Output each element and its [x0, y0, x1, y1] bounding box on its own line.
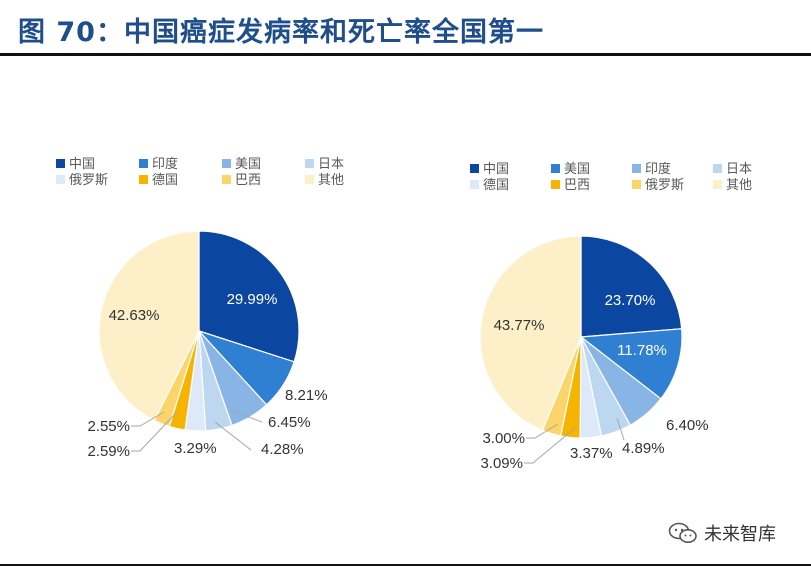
bottom-rule: [0, 564, 811, 566]
legend-swatch: [222, 175, 231, 184]
title-rule: [0, 53, 811, 56]
data-label: 11.78%: [617, 342, 667, 359]
data-label: 29.99%: [227, 291, 278, 308]
pie-slice: [579, 328, 683, 400]
data-label: 2.55%: [87, 418, 130, 435]
data-label: 3.00%: [482, 430, 525, 447]
legend-swatch: [222, 159, 231, 168]
leader-line: [616, 417, 625, 441]
data-label: 42.63%: [109, 307, 160, 324]
legend-label: 巴西: [564, 178, 590, 193]
legend-swatch: [305, 175, 314, 184]
pie-slice: [479, 235, 582, 432]
legend-swatch: [470, 164, 479, 173]
legend-label: 俄罗斯: [69, 173, 108, 188]
leader-line: [524, 427, 576, 464]
legend-swatch: [632, 180, 641, 189]
legend-label: 日本: [726, 162, 752, 177]
pie-slice: [198, 230, 300, 363]
legend-swatch: [551, 164, 560, 173]
leader-line: [131, 411, 165, 427]
legend-swatch: [139, 175, 148, 184]
data-label: 4.89%: [622, 440, 665, 457]
legend-label: 其他: [318, 173, 344, 188]
legend-swatch: [56, 175, 65, 184]
pie-slice: [580, 235, 683, 338]
data-label: 3.09%: [480, 455, 523, 472]
legend-swatch: [139, 159, 148, 168]
legend-swatch: [551, 180, 560, 189]
data-label: 4.28%: [261, 441, 304, 458]
legend-label: 印度: [152, 156, 178, 172]
data-label: 6.45%: [268, 414, 311, 431]
watermark: 未来智库: [668, 520, 776, 546]
data-label: 43.77%: [494, 317, 545, 334]
legend-label: 日本: [318, 157, 344, 172]
figure-title: 图 70：中国癌症发病率和死亡率全国第一: [18, 17, 544, 48]
legend-swatch: [56, 159, 65, 168]
leader-line: [214, 421, 252, 451]
legend-label: 其他: [726, 178, 752, 193]
legend-label: 中国: [69, 157, 95, 172]
legend-swatch: [470, 180, 479, 189]
watermark-text: 未来智库: [704, 524, 776, 545]
legend-label: 俄罗斯: [645, 178, 684, 193]
legend-swatch: [305, 159, 314, 168]
data-label: 3.37%: [570, 445, 613, 462]
legend-label: 美国: [564, 162, 590, 177]
legend-label: 印度: [645, 161, 671, 177]
data-label: 2.59%: [87, 443, 130, 460]
legend-swatch: [713, 180, 722, 189]
data-label: 23.70%: [605, 292, 656, 309]
legend-label: 德国: [152, 173, 178, 188]
legend-label: 巴西: [235, 173, 261, 188]
data-label: 8.21%: [285, 387, 328, 404]
legend-label: 美国: [235, 157, 261, 172]
legend-label: 德国: [483, 178, 509, 193]
pie-slice: [98, 230, 200, 422]
legend-swatch: [632, 164, 641, 173]
leader-line: [526, 423, 559, 439]
legend-label: 中国: [483, 162, 509, 177]
legend-swatch: [713, 164, 722, 173]
leader-line: [229, 409, 263, 423]
data-label: 3.29%: [174, 440, 217, 457]
leader-line: [131, 411, 178, 452]
data-label: 6.40%: [666, 417, 709, 434]
wechat-icon: [668, 522, 697, 543]
